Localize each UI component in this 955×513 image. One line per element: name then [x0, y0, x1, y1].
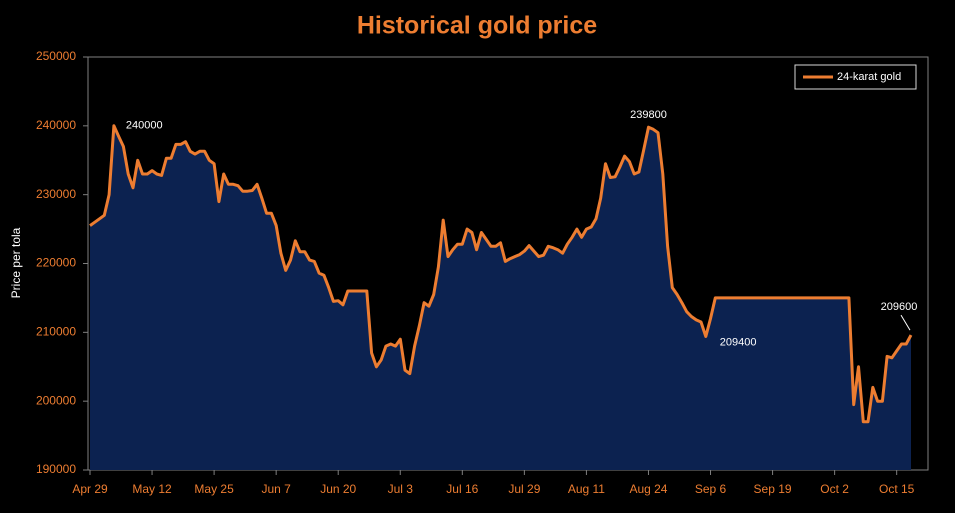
value-label: 209600 — [881, 301, 918, 313]
x-tick-label: May 25 — [194, 482, 234, 496]
x-tick-label: Oct 15 — [879, 482, 915, 496]
leader-line — [900, 314, 911, 331]
area — [90, 125, 911, 471]
value-label: 240000 — [126, 120, 163, 132]
chart-title: Historical gold price — [357, 12, 597, 40]
x-tick-label: Apr 29 — [72, 482, 108, 496]
x-tick-label: May 12 — [132, 482, 172, 496]
y-tick-label: 230000 — [36, 187, 76, 201]
x-tick-label: Sep 6 — [695, 482, 727, 496]
x-tick-label: Jun 7 — [261, 482, 291, 496]
y-tick-label: 220000 — [36, 256, 76, 270]
y-tick-label: 210000 — [36, 325, 76, 339]
x-tick-label: Oct 2 — [820, 482, 849, 496]
x-tick-label: Jul 16 — [446, 482, 478, 496]
value-label: 239800 — [630, 109, 667, 121]
x-tick-label: Aug 11 — [568, 482, 605, 496]
y-tick-label: 190000 — [36, 462, 76, 476]
x-tick-label: Jun 20 — [320, 482, 356, 496]
x-tick-label: Sep 19 — [754, 482, 792, 496]
x-tick-label: Aug 24 — [629, 482, 667, 496]
legend-label: 24-karat gold — [837, 71, 901, 83]
x-tick-label: Jul 3 — [388, 482, 414, 496]
y-tick-label: 250000 — [36, 49, 76, 63]
x-tick-label: Jul 29 — [508, 482, 540, 496]
y-tick-label: 240000 — [36, 118, 76, 132]
y-axis-label: Price per tola — [9, 227, 23, 298]
y-tick-label: 200000 — [36, 393, 76, 407]
value-label: 209400 — [720, 336, 757, 348]
line — [89, 124, 913, 424]
